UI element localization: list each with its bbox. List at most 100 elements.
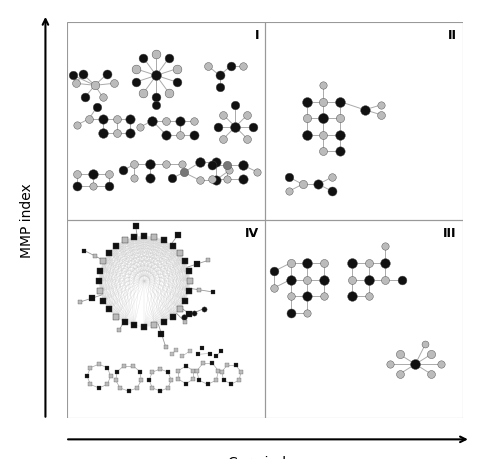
Point xyxy=(88,295,96,302)
Point xyxy=(190,376,198,383)
Point xyxy=(173,66,181,73)
Point xyxy=(320,293,328,300)
Point xyxy=(237,369,245,376)
Point xyxy=(112,377,120,384)
Point xyxy=(302,115,310,123)
Point xyxy=(115,327,123,335)
Point xyxy=(136,124,144,131)
Point xyxy=(427,351,435,358)
Point xyxy=(86,364,94,371)
Point xyxy=(91,83,99,90)
Point xyxy=(243,136,251,143)
Point xyxy=(130,234,138,241)
Point xyxy=(162,162,170,169)
Point xyxy=(99,94,107,101)
Point xyxy=(73,183,81,190)
Point xyxy=(284,174,292,181)
Point xyxy=(427,370,435,378)
Point xyxy=(160,237,168,244)
Point xyxy=(212,177,220,185)
Point xyxy=(364,293,372,300)
Point xyxy=(182,258,190,265)
Point xyxy=(145,376,153,384)
Point xyxy=(195,377,203,384)
Point xyxy=(112,116,120,123)
Point xyxy=(89,183,97,190)
Point xyxy=(133,385,141,392)
Point xyxy=(176,118,184,125)
Point xyxy=(148,118,156,125)
Point xyxy=(104,171,112,179)
Point xyxy=(421,341,429,348)
Point xyxy=(174,231,182,239)
Point xyxy=(132,223,140,230)
Point xyxy=(146,175,154,183)
Point xyxy=(130,175,138,183)
Bar xyxy=(67,220,265,418)
Point xyxy=(73,122,81,129)
Point xyxy=(85,116,93,123)
Point xyxy=(190,118,198,125)
Point xyxy=(319,99,327,106)
Point xyxy=(212,353,220,360)
Point xyxy=(235,377,243,384)
Point xyxy=(386,361,394,368)
Point xyxy=(156,365,164,373)
Point xyxy=(132,79,140,87)
Point xyxy=(239,162,247,169)
Point xyxy=(160,319,168,326)
Point xyxy=(190,367,198,375)
Point xyxy=(140,55,147,62)
Point xyxy=(232,124,239,131)
Point xyxy=(336,99,344,106)
Point xyxy=(270,285,278,292)
Point xyxy=(178,353,186,360)
Point xyxy=(336,132,344,139)
Point xyxy=(304,309,312,317)
Point xyxy=(83,373,91,380)
Point xyxy=(302,99,310,106)
Point xyxy=(232,362,239,369)
Bar xyxy=(265,220,463,418)
Point xyxy=(79,72,87,79)
Point xyxy=(284,188,292,196)
Point xyxy=(180,169,188,177)
Point xyxy=(182,380,190,387)
Point xyxy=(348,276,356,284)
Point xyxy=(396,370,404,378)
Point xyxy=(96,268,104,275)
Text: Core index: Core index xyxy=(228,455,302,459)
Point xyxy=(364,260,372,267)
Point xyxy=(220,377,228,384)
Point xyxy=(319,148,327,156)
Point xyxy=(302,132,310,139)
Point xyxy=(168,351,176,358)
Point xyxy=(172,346,180,353)
Point xyxy=(286,293,294,300)
Point xyxy=(328,188,336,196)
Point xyxy=(378,112,386,119)
Point xyxy=(86,381,94,388)
Point xyxy=(120,237,128,244)
Point xyxy=(156,387,164,395)
Point xyxy=(148,384,156,392)
Point xyxy=(396,351,404,358)
Point xyxy=(348,293,356,300)
Point xyxy=(319,82,327,90)
Point xyxy=(152,51,160,58)
Point xyxy=(99,116,107,123)
Point xyxy=(118,167,126,174)
Point xyxy=(185,310,193,318)
Point xyxy=(95,361,103,368)
Point xyxy=(270,268,278,275)
Point xyxy=(412,361,420,368)
Point xyxy=(239,176,247,183)
Point xyxy=(239,63,247,70)
Point xyxy=(181,318,189,325)
Point xyxy=(218,369,226,376)
Point xyxy=(206,350,214,358)
Point xyxy=(336,148,344,156)
Point xyxy=(168,313,176,321)
Text: II: II xyxy=(448,29,457,42)
Point xyxy=(120,362,128,369)
